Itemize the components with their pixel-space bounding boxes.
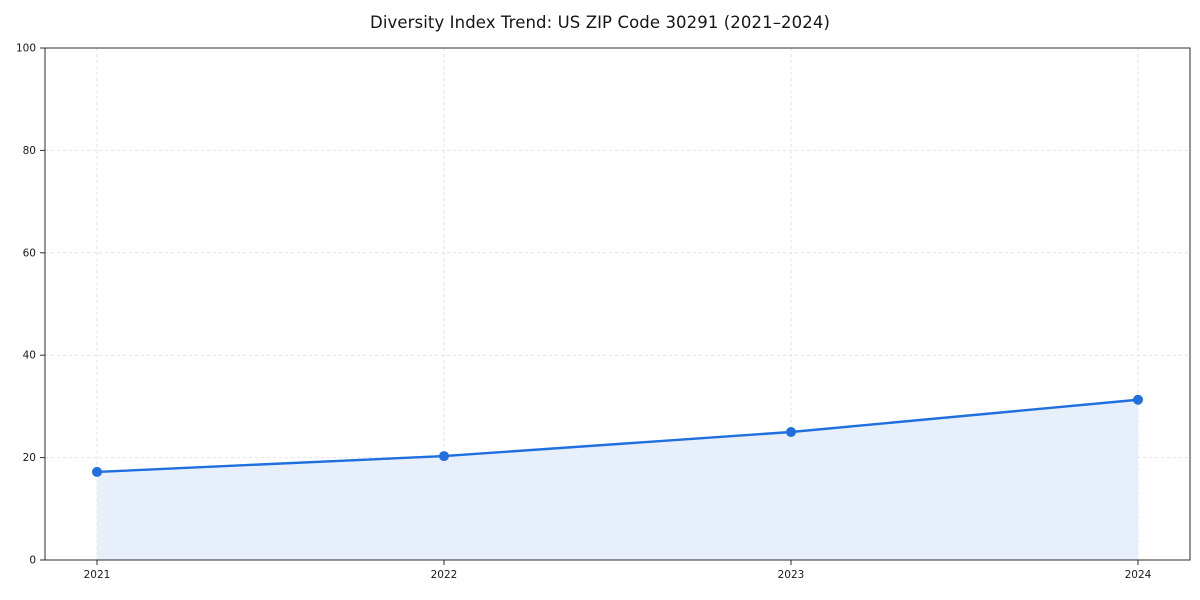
data-point: [1133, 394, 1143, 405]
y-tick-label: 100: [16, 43, 36, 55]
chart-title: Diversity Index Trend: US ZIP Code 30291…: [370, 13, 830, 32]
x-tick-label: 2022: [431, 569, 458, 581]
axes-box: [44, 47, 1191, 561]
y-tick-label: 80: [23, 145, 36, 157]
x-tick-label: 2023: [778, 569, 805, 581]
area-fill: [97, 399, 1138, 560]
data-point: [92, 466, 102, 477]
y-tick-label: 60: [23, 247, 36, 259]
x-tick-label: 2021: [84, 569, 111, 581]
trend-line: [95, 398, 1140, 474]
y-tick-label: 20: [23, 452, 36, 464]
y-tick-label: 40: [23, 350, 36, 362]
data-point: [786, 427, 796, 437]
x-tick-label: 2024: [1125, 569, 1152, 581]
y-tick-label: 0: [29, 555, 36, 567]
data-point: [439, 451, 449, 462]
